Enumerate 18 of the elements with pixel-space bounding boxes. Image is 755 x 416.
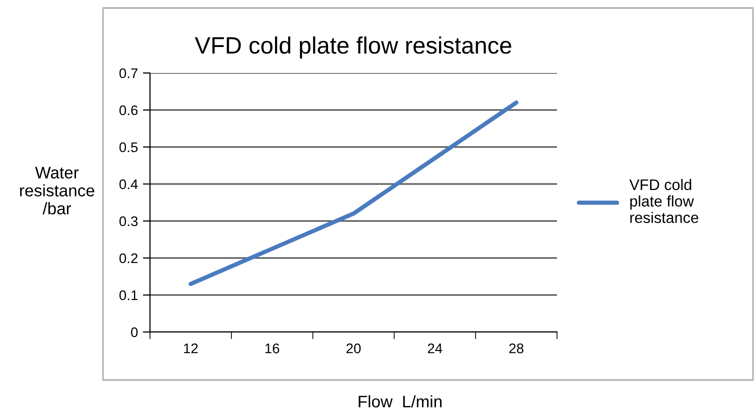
x-tick-label: 16 bbox=[265, 343, 280, 354]
y-tick-label: 0.3 bbox=[119, 216, 138, 226]
x-tick-label: 28 bbox=[509, 343, 524, 354]
x-tick-label: 24 bbox=[428, 343, 442, 354]
line-series bbox=[188, 100, 518, 286]
chart-title: VFD cold plate flow resistance bbox=[194, 36, 512, 58]
y-tick-label: 0.7 bbox=[119, 68, 138, 78]
y-tick-label: 0.2 bbox=[119, 253, 138, 264]
y-tick-label: 0.6 bbox=[119, 105, 138, 116]
x-axis-title: Flow L/min bbox=[358, 395, 442, 408]
y-axis-title: Water resistance /bar bbox=[20, 166, 94, 214]
x-tick-label: 12 bbox=[184, 343, 198, 354]
y-tick-label: 0.1 bbox=[119, 290, 138, 300]
y-tick-label: 0.4 bbox=[119, 179, 138, 190]
y-tick-label: 0.5 bbox=[119, 142, 138, 152]
legend-label: VFD cold plate flow resistance bbox=[629, 178, 698, 224]
x-tick-label: 20 bbox=[346, 343, 361, 354]
y-tick-label: 0 bbox=[131, 327, 138, 338]
